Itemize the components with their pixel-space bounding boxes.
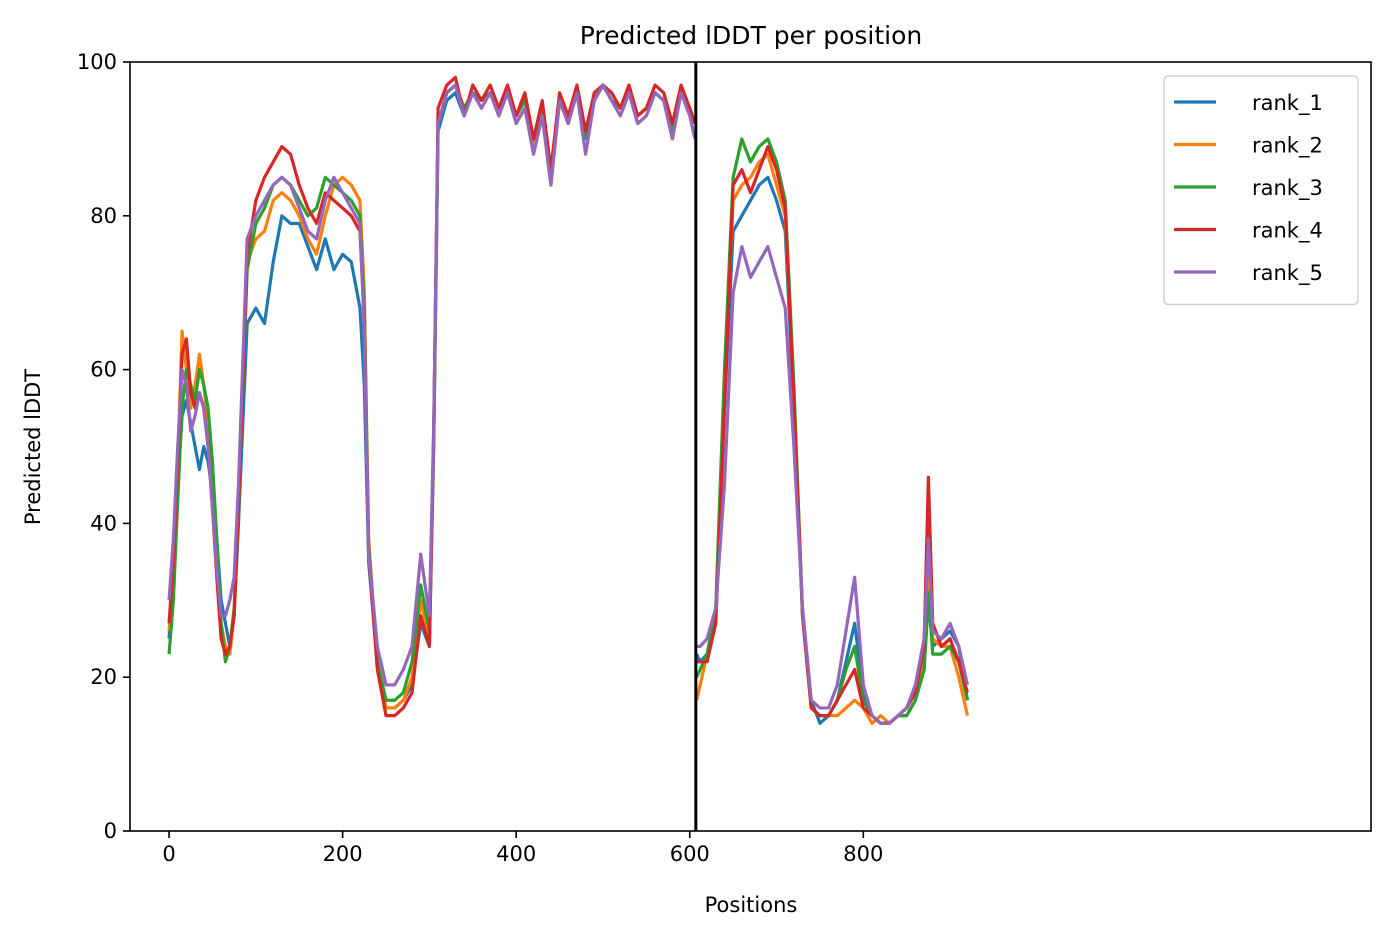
legend-label: rank_3 — [1252, 176, 1323, 201]
series-line-rank_5 — [167, 83, 697, 687]
legend-item-rank_5: rank_5 — [1174, 261, 1323, 286]
chart-title: Predicted lDDT per position — [580, 21, 922, 50]
legend-label: rank_5 — [1252, 261, 1323, 286]
series-line-rank_5-segment-2 — [696, 244, 970, 725]
y-tick-label: 20 — [90, 665, 117, 689]
x-tick-label: 600 — [670, 842, 710, 866]
legend-label: rank_4 — [1252, 219, 1323, 244]
y-axis-title: Predicted lDDT — [21, 369, 45, 525]
y-tick-label: 40 — [90, 511, 117, 535]
plot-area — [167, 62, 970, 831]
y-tick-label: 0 — [104, 819, 117, 843]
series-rank_5 — [167, 83, 970, 725]
x-axis-title: Positions — [705, 893, 798, 917]
axis-ticks: 0 200 400 600 800 0 20 40 60 80 100 — [77, 50, 883, 866]
legend-item-rank_4: rank_4 — [1174, 219, 1323, 244]
x-tick-label: 800 — [843, 842, 883, 866]
legend-item-rank_1: rank_1 — [1174, 91, 1323, 116]
y-tick-label: 60 — [90, 358, 117, 382]
legend-item-rank_3: rank_3 — [1174, 176, 1323, 201]
legend: rank_1 rank_2 rank_3 rank_4 rank_5 — [1163, 75, 1359, 306]
plot-frame — [129, 61, 1372, 832]
legend-box — [1163, 75, 1359, 306]
y-tick-label: 80 — [90, 204, 117, 228]
series-line-rank_4 — [167, 75, 697, 718]
y-tick-label: 100 — [77, 50, 117, 74]
x-tick-label: 0 — [162, 842, 175, 866]
legend-item-rank_2: rank_2 — [1174, 134, 1323, 159]
x-tick-label: 200 — [323, 842, 363, 866]
legend-label: rank_1 — [1252, 91, 1323, 116]
x-tick-label: 400 — [496, 842, 536, 866]
legend-label: rank_2 — [1252, 134, 1323, 159]
